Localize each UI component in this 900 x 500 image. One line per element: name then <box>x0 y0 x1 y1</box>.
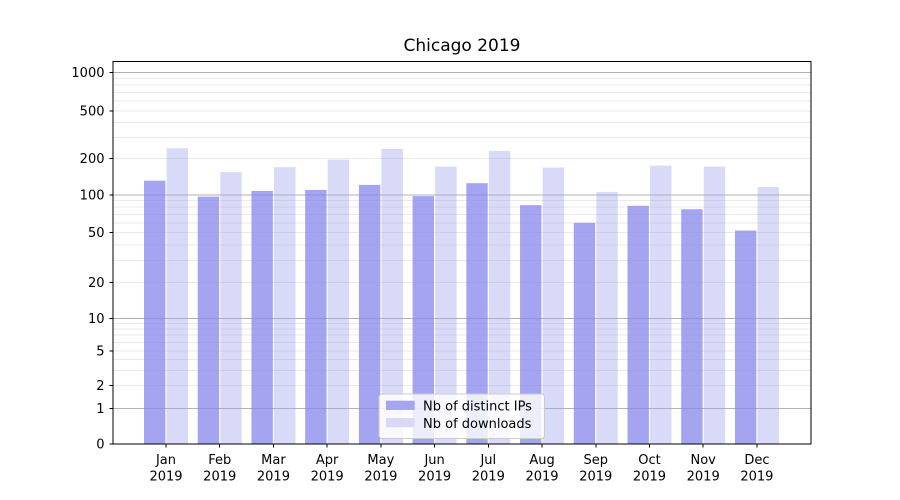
bar-jun-distinct-ips <box>412 196 434 444</box>
bar-feb-distinct-ips <box>197 196 220 444</box>
y-tick-label: 1 <box>96 402 104 417</box>
bar-jun-downloads <box>435 166 457 444</box>
y-tick-label: 50 <box>88 226 105 241</box>
x-tick-label-month: Aug <box>529 453 554 468</box>
legend-label-distinct-ips: Nb of distinct IPs <box>423 400 532 415</box>
bar-sep-distinct-ips <box>573 222 596 444</box>
x-tick-label-year: 2019 <box>525 470 558 485</box>
x-tick-label-month: Jul <box>479 453 496 468</box>
x-tick-label-month: Jan <box>155 453 176 468</box>
x-tick-label-year: 2019 <box>472 470 505 485</box>
bar-apr-distinct-ips <box>305 189 327 444</box>
bar-oct-distinct-ips <box>627 205 649 444</box>
legend-label-downloads: Nb of downloads <box>423 417 532 432</box>
x-tick-label-month: Oct <box>638 453 660 468</box>
bar-may-distinct-ips <box>358 184 381 445</box>
bar-jul-distinct-ips <box>466 183 488 444</box>
x-tick-label-year: 2019 <box>311 470 344 485</box>
bars-group <box>144 148 779 445</box>
x-tick-label-year: 2019 <box>364 470 397 485</box>
x-tick-label-month: May <box>367 453 394 468</box>
x-tick-label-month: Feb <box>208 453 231 468</box>
bar-apr-downloads <box>327 159 350 444</box>
bar-feb-downloads <box>220 172 242 444</box>
x-tick-label-year: 2019 <box>203 470 236 485</box>
x-tick-label-month: Sep <box>584 453 609 468</box>
y-tick-label: 2 <box>96 379 104 394</box>
bar-mar-distinct-ips <box>251 190 273 444</box>
legend-swatch-distinct-ips <box>386 400 415 410</box>
legend-swatch-downloads <box>386 418 415 428</box>
y-tick-label: 1000 <box>71 66 104 81</box>
x-tick-label-year: 2019 <box>149 470 182 485</box>
bar-jan-distinct-ips <box>144 180 166 445</box>
y-tick-label: 0 <box>96 438 104 453</box>
x-tick-label-year: 2019 <box>633 470 666 485</box>
bar-oct-downloads <box>650 165 672 444</box>
x-tick-label-month: Nov <box>691 453 717 468</box>
x-tick-label-year: 2019 <box>579 470 612 485</box>
bar-dec-downloads <box>757 187 779 445</box>
y-tick-label: 10 <box>88 312 105 327</box>
x-tick-label-month: Jun <box>423 453 444 468</box>
y-tick-label: 5 <box>96 345 104 360</box>
x-tick-label-month: Dec <box>744 453 769 468</box>
legend: Nb of distinct IPs Nb of downloads <box>378 393 545 439</box>
y-tick-label: 20 <box>88 276 105 291</box>
x-tick-label-year: 2019 <box>687 470 720 485</box>
bar-aug-downloads <box>542 167 565 444</box>
bar-jul-downloads <box>488 150 511 444</box>
x-tick-label-year: 2019 <box>418 470 451 485</box>
bar-aug-distinct-ips <box>520 205 542 444</box>
y-axis: 0 1 2 5 10 20 50 100 200 500 1000 <box>71 66 113 453</box>
bar-nov-downloads <box>703 166 726 444</box>
x-tick-label-month: Apr <box>316 453 339 468</box>
bar-mar-downloads <box>274 167 296 445</box>
y-tick-label: 500 <box>80 105 105 120</box>
plot-frame <box>112 61 812 445</box>
bar-dec-distinct-ips <box>734 230 757 444</box>
y-tick-label: 200 <box>80 152 105 167</box>
y-tick-label: 100 <box>80 189 105 204</box>
bar-nov-distinct-ips <box>681 209 703 444</box>
x-tick-label-month: Mar <box>261 453 286 468</box>
bar-may-downloads <box>381 148 403 444</box>
legend-box <box>378 393 545 439</box>
bar-sep-downloads <box>596 191 618 444</box>
x-tick-label-year: 2019 <box>257 470 290 485</box>
chart-title: Chicago 2019 <box>404 36 521 56</box>
x-tick-label-year: 2019 <box>740 470 773 485</box>
bar-jan-downloads <box>166 148 188 445</box>
x-axis: Jan 2019 Feb 2019 Mar 2019 Apr 2019 May 2019 Jun 20… <box>149 444 773 485</box>
